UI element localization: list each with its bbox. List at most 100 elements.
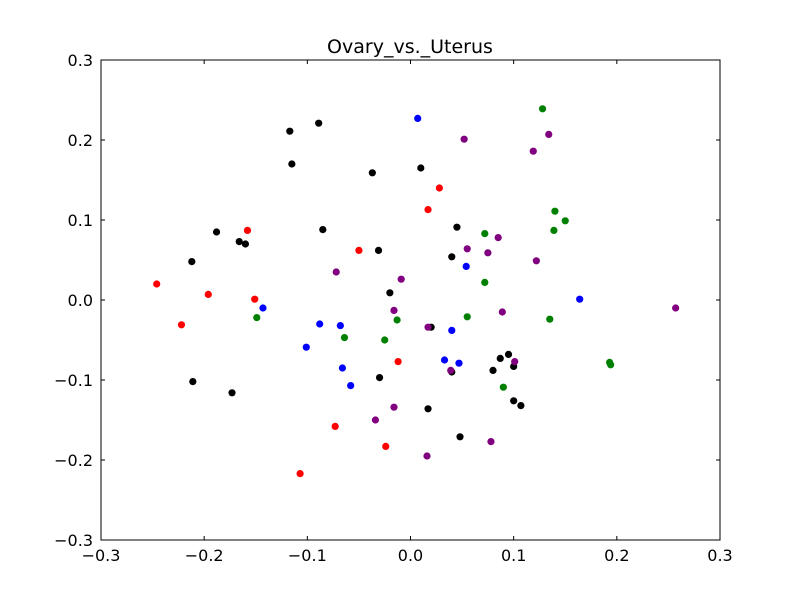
data-point [545, 130, 553, 138]
x-tick-label: −0.1 [288, 546, 327, 565]
data-point [381, 336, 389, 344]
data-point [394, 358, 402, 366]
data-point [538, 105, 547, 113]
data-point [393, 316, 401, 324]
data-point [382, 442, 390, 450]
x-tick-label: 0.3 [707, 546, 732, 565]
data-point [423, 452, 431, 460]
data-point [489, 366, 497, 374]
data-point [517, 402, 525, 410]
data-point [550, 226, 558, 234]
data-point [481, 278, 489, 286]
data-point [204, 290, 212, 298]
data-point [332, 268, 340, 276]
data-point [375, 374, 384, 382]
chart-title: Ovary_vs._Uterus [327, 36, 493, 58]
data-point [494, 234, 502, 242]
data-point [456, 433, 464, 441]
data-point [386, 289, 394, 297]
data-point [188, 258, 196, 266]
data-point [390, 306, 398, 314]
data-point [481, 230, 489, 238]
y-tick-label: −0.1 [54, 371, 93, 390]
data-point [153, 280, 161, 288]
points-layer [153, 105, 680, 478]
data-point [251, 295, 259, 303]
y-tick-label: 0.2 [68, 131, 93, 150]
data-point [529, 147, 537, 155]
y-tick-label: −0.2 [54, 451, 93, 470]
data-point [448, 326, 456, 334]
data-point [390, 403, 398, 411]
data-point [463, 313, 471, 321]
data-point [374, 246, 383, 254]
y-tick-label: 0.3 [68, 51, 93, 70]
data-point [487, 438, 495, 446]
data-point [462, 262, 470, 270]
data-point [576, 295, 584, 303]
data-point [417, 164, 425, 172]
data-point [672, 304, 680, 312]
y-tick-label: 0.0 [68, 291, 93, 310]
data-point [243, 226, 252, 234]
data-point [235, 238, 243, 246]
y-tick-label: −0.3 [54, 531, 93, 550]
data-point [510, 397, 518, 405]
data-point [561, 217, 569, 225]
data-point [453, 223, 461, 231]
data-point [414, 114, 422, 122]
y-axis: −0.3 −0.2 −0.1 0.0 0.1 0.2 0.3 [54, 51, 720, 550]
data-point [424, 323, 432, 331]
data-point [532, 257, 540, 265]
data-point [288, 160, 296, 168]
x-tick-label: 0.2 [604, 546, 629, 565]
data-point [607, 361, 615, 369]
data-point [546, 315, 554, 323]
data-point [371, 416, 380, 424]
data-point [368, 169, 376, 177]
data-point [440, 356, 449, 364]
data-point [212, 228, 221, 236]
data-point [189, 378, 197, 386]
x-tick-label: −0.2 [185, 546, 224, 565]
data-point [340, 334, 349, 342]
data-point [319, 226, 327, 234]
data-point [347, 382, 355, 390]
data-point [424, 405, 432, 413]
data-point [259, 304, 267, 312]
data-point [484, 249, 492, 257]
x-tick-label: −0.3 [82, 546, 121, 565]
data-point [302, 343, 310, 351]
data-point [551, 207, 559, 215]
data-point [511, 358, 519, 366]
x-axis: −0.3 −0.2 −0.1 0.0 0.1 0.2 0.3 [82, 60, 733, 565]
data-point [460, 135, 468, 143]
data-point [338, 364, 347, 372]
data-point [253, 314, 261, 322]
y-tick-label: 0.1 [68, 211, 93, 230]
data-point [241, 240, 250, 248]
data-point [355, 246, 363, 254]
data-point [496, 354, 504, 362]
x-tick-label: 0.0 [398, 546, 423, 565]
data-point [331, 422, 339, 430]
data-point [286, 127, 294, 135]
data-point [435, 184, 443, 192]
data-point [228, 389, 236, 397]
data-point [447, 366, 455, 374]
data-point [504, 350, 513, 358]
data-point [177, 321, 186, 329]
data-point [498, 308, 506, 316]
data-point [463, 245, 471, 253]
data-point [315, 119, 323, 127]
data-point [424, 206, 432, 214]
data-point [296, 470, 304, 478]
data-point [448, 253, 456, 261]
data-point [316, 320, 324, 328]
x-tick-label: 0.1 [501, 546, 526, 565]
data-point [499, 383, 507, 391]
data-point [455, 359, 463, 367]
data-point [397, 275, 405, 283]
